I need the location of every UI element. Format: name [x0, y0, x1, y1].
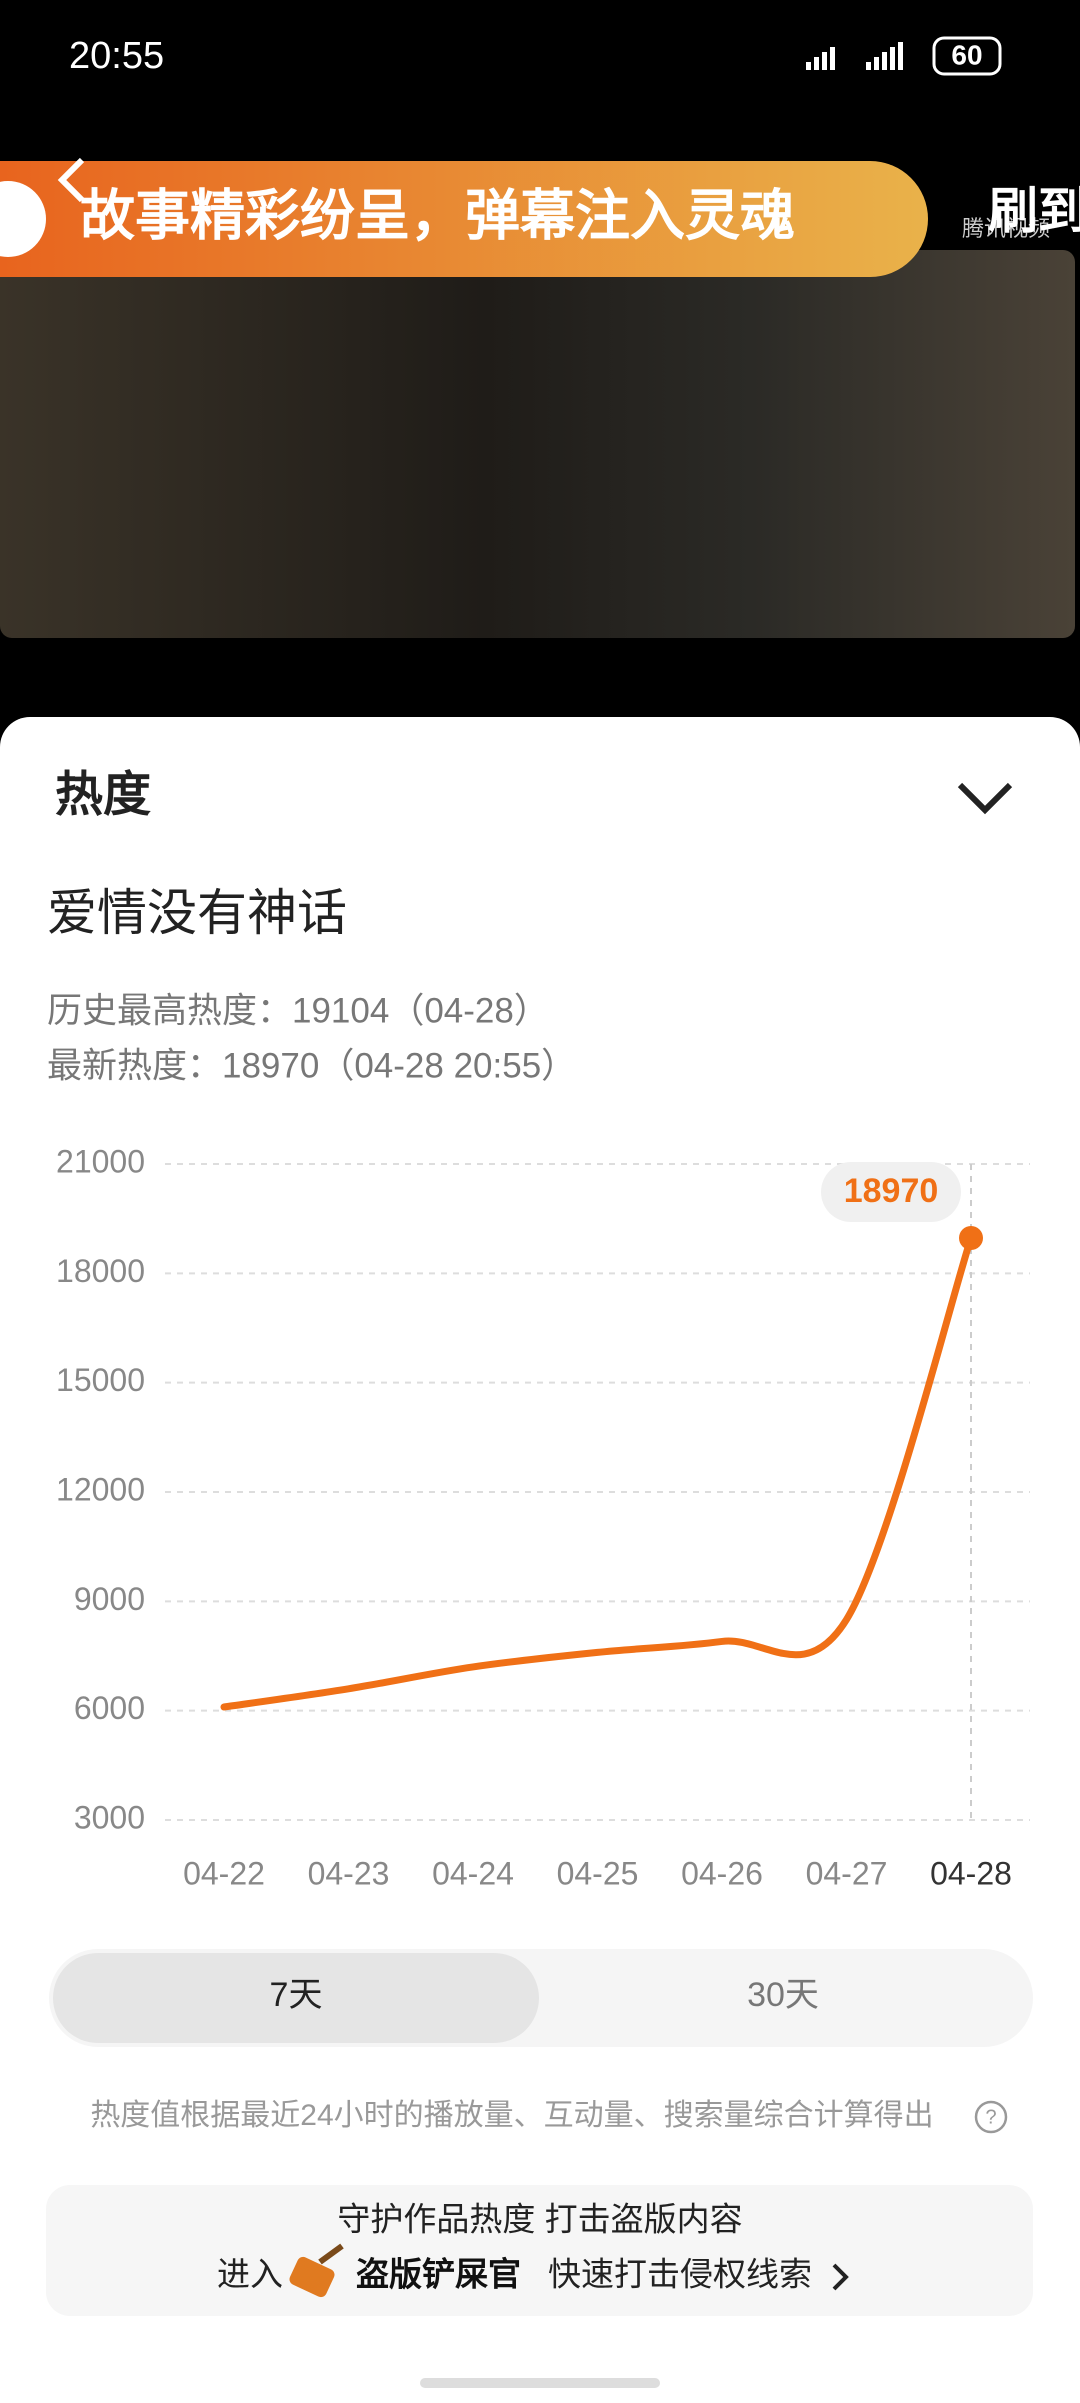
panel-title: 热度: [55, 769, 151, 822]
x-tick-label: 04-27: [806, 1855, 888, 1891]
promo-line1: 守护作品热度 打击盗版内容: [337, 2201, 742, 2238]
heat-panel: [0, 717, 1080, 2403]
value-label-bg: [821, 1161, 961, 1222]
note: 热度值根据最近24小时的播放量、互动量、搜索量综合计算得出: [90, 2099, 933, 2132]
promo-arrow: [832, 2263, 849, 2291]
y-tick-label: 3000: [74, 1799, 145, 1835]
heat-line: [220, 1234, 975, 1711]
promo-action: 快速打击侵权线索: [548, 2256, 812, 2293]
back-button[interactable]: [57, 157, 85, 203]
status-time: 20:55: [69, 35, 164, 77]
signal-icons: [806, 42, 903, 70]
promo-brand: 盗版铲屎官: [356, 2256, 521, 2293]
home-indicator: [420, 2378, 660, 2388]
history-max: 历史最高热度：19104（04-28）: [47, 991, 549, 1030]
promo-enter: 进入: [217, 2256, 283, 2293]
x-tick-label: 04-28: [930, 1855, 1012, 1891]
battery: [932, 36, 1002, 76]
y-tick-label: 15000: [56, 1362, 145, 1398]
y-tick-label: 12000: [56, 1471, 145, 1507]
mascot: [0, 181, 46, 257]
watermark: 腾讯视频: [962, 216, 1050, 241]
shovel-icon: [289, 2243, 344, 2298]
y-tick-label: 18000: [56, 1253, 145, 1289]
last-point: [959, 1225, 983, 1250]
collapse-button[interactable]: [957, 782, 1013, 815]
y-tick-label: 9000: [74, 1581, 145, 1617]
danmaku-banner: [0, 161, 928, 277]
x-tick-label: 04-22: [183, 1855, 265, 1891]
x-tick-label: 04-25: [557, 1855, 639, 1891]
y-tick-label: 6000: [74, 1690, 145, 1726]
latest-heat: 最新热度：18970（04-28 20:55）: [47, 1046, 576, 1085]
show-name: 爱情没有神话: [47, 885, 347, 941]
x-tick-label: 04-23: [308, 1855, 390, 1891]
tab-selected: [53, 1953, 539, 2043]
x-tick-label: 04-26: [681, 1855, 763, 1891]
value-label: 18970: [844, 1172, 939, 1210]
video-frame[interactable]: [0, 250, 1075, 638]
battery-level: 60: [951, 39, 982, 70]
heat-chart: 3000 6000 9000 12000 15000 18000 21000 04-22 04-…: [56, 1143, 1030, 1891]
y-tick-label: 21000: [56, 1143, 145, 1179]
help-icon[interactable]: ?: [974, 2100, 1008, 2134]
side-text: 刷到: [988, 183, 1080, 239]
x-tick-label: 04-24: [432, 1855, 514, 1891]
svg-text:?: ?: [985, 2106, 996, 2128]
banner-text: 故事精彩纷呈，弹幕注入灵魂: [80, 185, 795, 247]
tab-7d[interactable]: 7天: [270, 1976, 323, 2014]
tab-30d[interactable]: 30天: [747, 1976, 819, 2014]
